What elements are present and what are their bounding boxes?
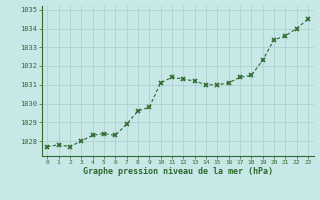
X-axis label: Graphe pression niveau de la mer (hPa): Graphe pression niveau de la mer (hPa) bbox=[83, 167, 273, 176]
